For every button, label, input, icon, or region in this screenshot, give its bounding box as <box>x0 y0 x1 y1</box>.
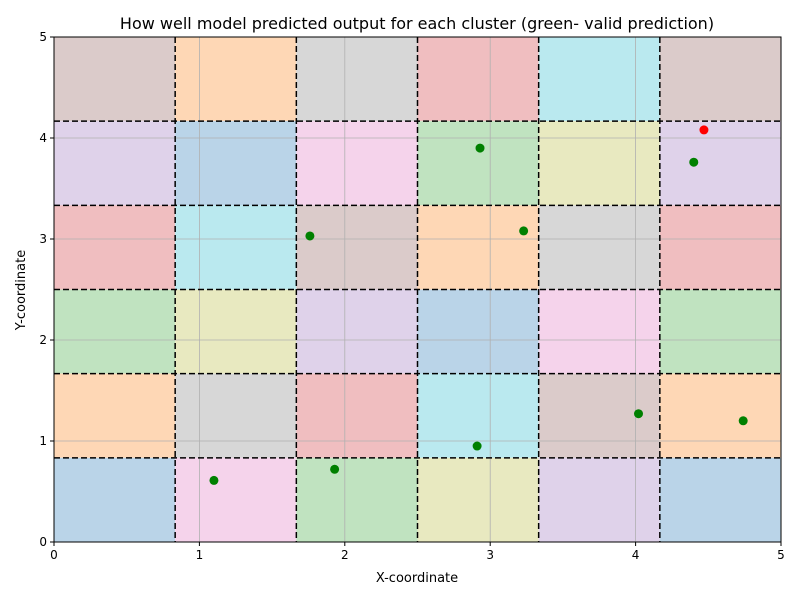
valid-prediction-point <box>475 143 485 153</box>
y-tick-label: 5 <box>39 30 47 44</box>
cluster-cell <box>417 37 539 122</box>
cluster-cell <box>659 457 781 542</box>
cluster-cell <box>54 457 176 542</box>
cluster-cell <box>54 205 176 290</box>
x-tick-label: 0 <box>50 548 58 562</box>
valid-prediction-point <box>330 464 340 474</box>
x-tick-label: 3 <box>486 548 494 562</box>
cluster-cell <box>538 205 660 290</box>
cluster-cell <box>417 289 539 374</box>
cluster-cell <box>417 121 539 206</box>
cluster-cell <box>175 373 297 458</box>
valid-prediction-point <box>634 409 644 419</box>
cluster-cell <box>538 457 660 542</box>
cluster-cell <box>296 37 418 122</box>
x-tick-label: 4 <box>632 548 640 562</box>
invalid-prediction-point <box>699 125 709 135</box>
y-tick-label: 3 <box>39 232 47 246</box>
cluster-cell <box>175 37 297 122</box>
cluster-boundaries <box>54 37 781 542</box>
cluster-cell <box>659 205 781 290</box>
cluster-cell <box>175 289 297 374</box>
valid-prediction-point <box>305 231 315 241</box>
cluster-cell <box>175 457 297 542</box>
cluster-cell <box>538 121 660 206</box>
x-tick-label: 2 <box>341 548 349 562</box>
valid-prediction-point <box>472 441 482 451</box>
cluster-cells <box>54 37 781 542</box>
cluster-cell <box>296 121 418 206</box>
cluster-cell <box>538 37 660 122</box>
cluster-cell <box>417 457 539 542</box>
valid-prediction-point <box>689 157 699 167</box>
x-axis-label: X-coordinate <box>376 571 458 586</box>
y-tick-label: 0 <box>39 535 47 549</box>
cluster-cell <box>296 205 418 290</box>
chart-title: How well model predicted output for each… <box>120 14 714 33</box>
cluster-cell <box>296 373 418 458</box>
cluster-cell <box>54 37 176 122</box>
data-points <box>209 125 748 485</box>
valid-prediction-point <box>738 416 748 426</box>
cluster-cell <box>659 37 781 122</box>
cluster-cell <box>659 289 781 374</box>
y-tick-label: 1 <box>39 434 47 448</box>
cluster-cell <box>54 373 176 458</box>
valid-prediction-point <box>519 226 529 236</box>
cluster-cell <box>175 205 297 290</box>
cluster-cell <box>538 289 660 374</box>
cluster-cell <box>417 205 539 290</box>
y-tick-label: 2 <box>39 333 47 347</box>
x-tick-label: 1 <box>196 548 204 562</box>
y-axis-label: Y-coordinate <box>14 250 29 331</box>
cluster-cell <box>54 289 176 374</box>
x-axis-ticks: 0 1 2 3 4 5 <box>50 542 785 562</box>
cluster-cell <box>659 373 781 458</box>
y-axis-ticks: 0 1 2 3 4 5 <box>39 30 54 549</box>
cluster-cell <box>54 121 176 206</box>
y-tick-label: 4 <box>39 131 47 145</box>
valid-prediction-point <box>209 475 219 485</box>
x-tick-label: 5 <box>777 548 785 562</box>
cluster-cell <box>296 289 418 374</box>
plot-frame <box>53 36 782 543</box>
cluster-cell <box>175 121 297 206</box>
cluster-cell <box>296 457 418 542</box>
cluster-cell <box>659 121 781 206</box>
